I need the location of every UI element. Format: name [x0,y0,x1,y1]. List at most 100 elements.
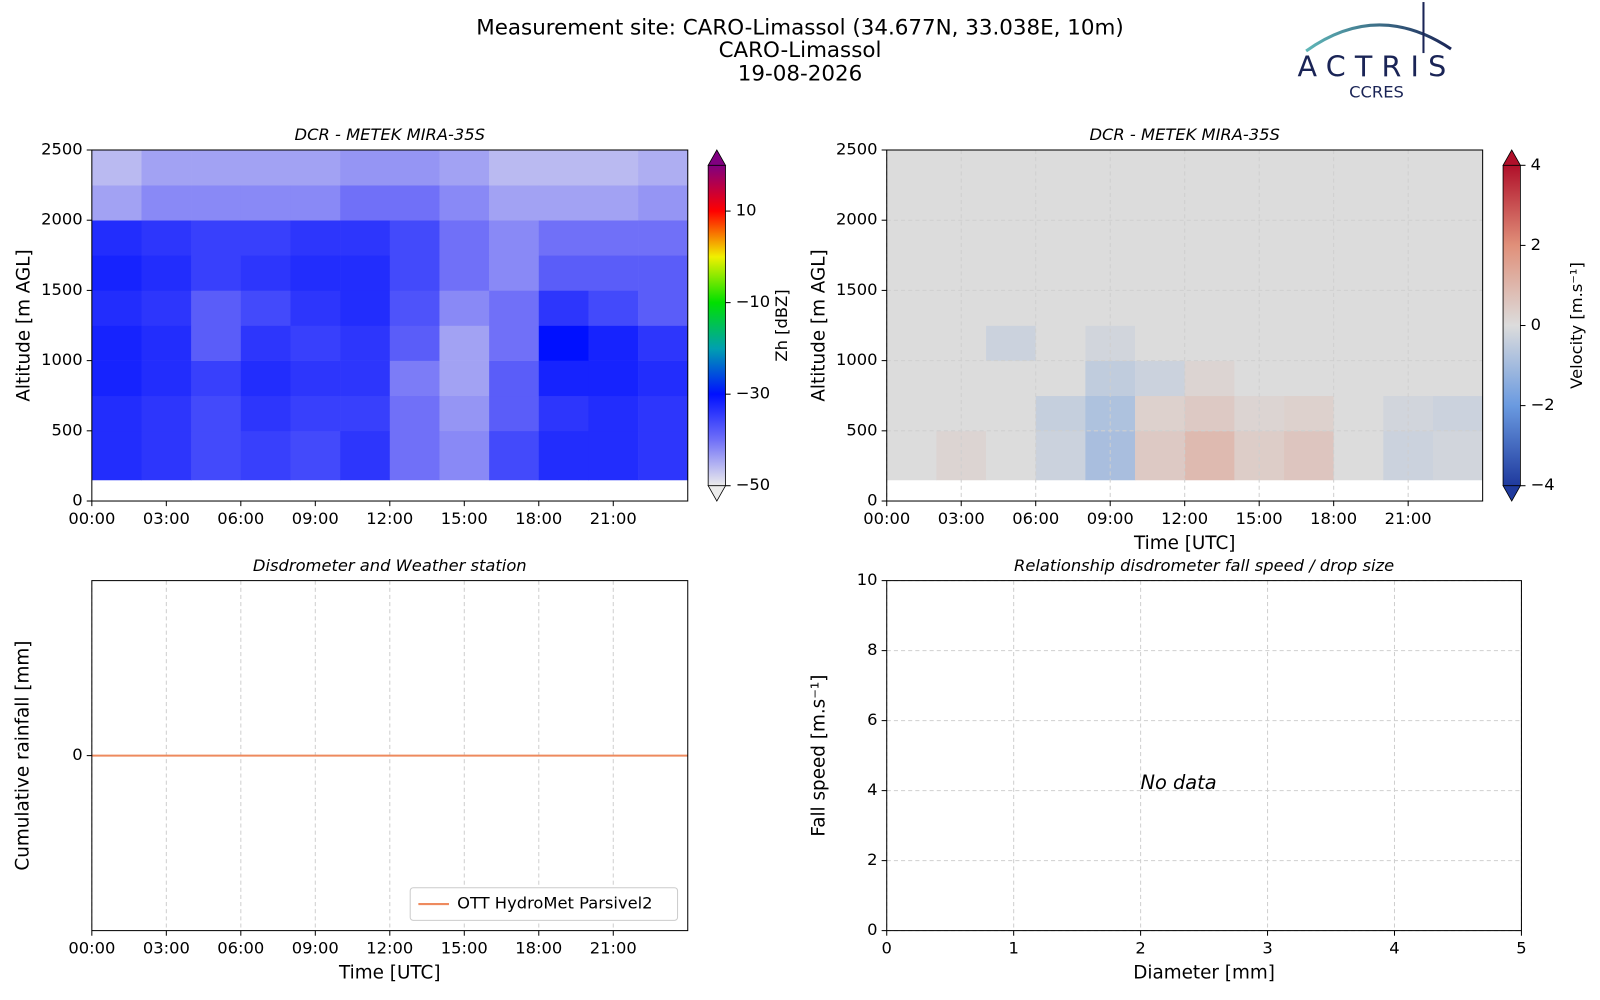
heatmap-cell [588,185,639,221]
panel: No data 0 1 2 3 4 5 0 2 4 6 8 10 Relationship disdrom… [808,556,1526,984]
heatmap-cell [290,290,341,326]
heatmap-cell [1333,220,1384,256]
heatmap-cell [389,290,440,326]
heatmap-cell [191,325,242,361]
heatmap-cell [91,255,142,291]
heatmap-cell [91,325,142,361]
colorbar-extend [1502,149,1522,166]
heatmap-cell [489,360,540,397]
heatmap-cell [1432,185,1483,221]
colorbar-frame [707,165,726,486]
x-tick-label: 09:00 [292,938,339,957]
heatmap-cell [240,185,291,221]
heatmap-cell [91,395,142,432]
header-line: Measurement site: CARO-Limassol (34.677N… [476,16,1123,41]
heatmap-cell [91,185,142,221]
heatmap-cell [290,430,341,481]
heatmap-cell [1184,290,1235,326]
heatmap-cell [886,255,937,291]
heatmap-cell [191,290,242,326]
y-tick-label: 2 [867,850,877,869]
heatmap-cell [638,325,689,361]
heatmap-cell [1333,325,1384,361]
heatmap-cell [588,255,639,291]
heatmap-cell [240,290,291,326]
heatmap-cell [439,430,490,481]
heatmap-cell [1184,255,1235,291]
colorbar-tick-label: −2 [1531,395,1555,414]
y-tick-label: 0 [72,745,82,764]
heatmap-cell [389,220,440,256]
x-tick-label: 06:00 [1012,509,1059,528]
heatmap-cell [290,220,341,256]
heatmap-cell [489,290,540,326]
x-axis-label: Time [UTC] [338,962,441,983]
heatmap-cell [340,325,391,361]
heatmap-cell [638,185,689,221]
x-tick-label: 15:00 [1236,509,1283,528]
heatmap-cell [141,185,192,221]
colorbar-tick-label: −30 [736,384,770,403]
heatmap-cell [1432,395,1483,432]
heatmap-cell [240,360,291,397]
heatmap-cell [290,255,341,291]
x-tick-label: 18:00 [515,938,562,957]
heatmap-cell [439,290,490,326]
y-tick-label: 2500 [41,140,83,159]
heatmap-cell [1135,360,1185,397]
heatmap-cell [389,255,440,291]
heatmap-cell [538,325,589,361]
colorbar-label: Zh [dBZ] [772,289,791,361]
heatmap-cell [340,360,391,397]
heatmap-cell [538,185,589,221]
heatmap-cell [1184,185,1235,221]
colorbar [1503,165,1521,486]
panel: OTT HydroMet Parsivel2 00:00 03:00 06:00 09:… [12,556,689,983]
heatmap-cell [638,150,689,186]
y-tick-label: 0 [72,491,82,510]
heatmap-cell [389,150,440,186]
y-tick-label: 1000 [41,350,83,369]
colorbar-tick-label: 10 [736,201,757,220]
heatmap-cell [1135,220,1185,256]
colorbar [708,165,726,486]
heatmap-cell [191,395,242,432]
x-tick-label: 09:00 [1087,509,1134,528]
x-tick-label: 06:00 [217,938,264,957]
heatmap-cell [1035,290,1086,326]
heatmap-cell [1035,395,1086,432]
x-tick-label: 1 [1008,938,1018,957]
heatmap-cell [439,255,490,291]
heatmap-cell [1184,430,1235,481]
panel-title: DCR - METEK MIRA-35S [1089,125,1279,144]
heatmap-cell [1135,395,1185,432]
heatmap-cell [240,220,291,256]
heatmap-cell [986,290,1037,326]
heatmap-cell [439,220,490,256]
heatmap-cell [1284,290,1334,326]
heatmap-cell [1184,360,1235,397]
x-tick-label: 21:00 [590,509,637,528]
heatmap-cell [986,185,1037,221]
annotation: No data [1140,771,1216,794]
heatmap-cell [141,255,192,291]
y-tick-label: 2000 [41,210,83,229]
heatmap-cell [489,255,540,291]
y-tick-label: 500 [846,420,877,439]
heatmap-cell [141,395,192,432]
heatmap-cell [389,395,440,432]
heatmap-cell [886,325,937,361]
y-tick-label: 6 [867,710,877,729]
x-tick-label: 18:00 [1310,509,1357,528]
heatmap-cell [886,360,937,397]
y-tick-label: 0 [867,920,877,939]
heatmap-cell [141,360,192,397]
y-tick-label: 2500 [836,140,878,159]
heatmap-cell [986,360,1037,397]
heatmap-cell [1333,185,1384,221]
heatmap-cell [1432,255,1483,291]
heatmap-cell [191,185,242,221]
heatmap-cell [886,150,937,186]
x-tick-label: 0 [882,938,892,957]
